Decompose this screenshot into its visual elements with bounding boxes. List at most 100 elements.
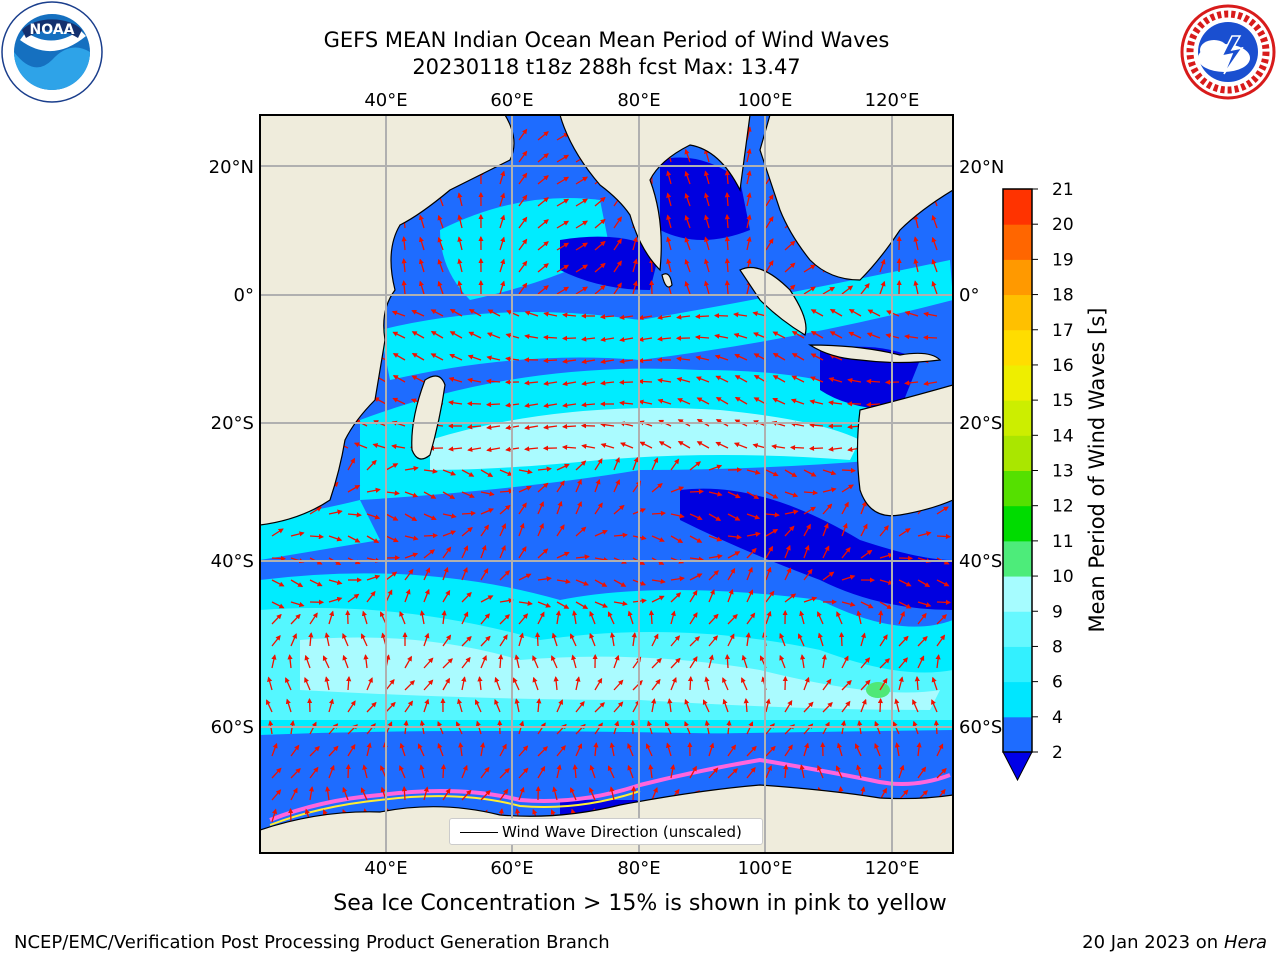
wind-wave-arrow [457,192,463,207]
wind-wave-arrow [619,314,634,320]
wind-wave-arrow [936,634,946,647]
wind-wave-arrow [309,579,323,587]
wind-wave-arrow [537,601,552,608]
wind-wave-arrow [696,441,710,449]
wind-wave-arrow [829,308,843,317]
wind-wave-arrow [360,787,368,801]
wind-wave-arrow [657,378,672,384]
wind-wave-arrow [561,335,577,341]
wind-wave-arrow [271,789,282,801]
wind-wave-arrow [613,479,620,493]
sri-lanka [661,273,673,288]
wind-wave-arrow [594,284,606,295]
wind-wave-arrow [575,176,588,185]
wind-wave-arrow [765,745,776,757]
wind-wave-arrow [799,610,805,625]
wind-wave-arrow [308,632,314,647]
wind-wave-arrow [913,258,919,273]
wind-wave-arrow [931,236,938,251]
wind-wave-arrow [480,613,490,625]
wind-wave-arrow [342,786,349,801]
wind-wave-arrow [542,334,558,341]
wind-wave-arrow [499,258,506,273]
wind-wave-arrow [765,238,774,251]
wind-wave-arrow [461,656,471,669]
wind-wave-arrow [347,457,356,471]
colorbar-segment [1003,540,1032,577]
wind-wave-arrow [657,336,672,342]
colorbar-tick-label: 9 [1052,602,1063,622]
chart-subtitle: 20230118 t18z 288h fcst Max: 13.47 [412,55,801,79]
wind-wave-arrow [366,742,372,757]
wind-wave-arrow [575,700,585,713]
wind-wave-arrow [651,578,666,584]
wind-wave-arrow [271,613,282,625]
wind-wave-arrow [499,523,506,537]
wind-wave-arrow [499,767,510,779]
wind-wave-arrow [556,578,571,584]
wind-wave-arrow [689,513,703,520]
wind-wave-arrow [411,352,425,361]
wind-wave-arrow [860,679,871,691]
wind-wave-arrow [581,336,596,342]
wind-wave-arrow [836,611,843,625]
noaa-logo: NOAA [1,1,103,103]
wind-wave-arrow [543,380,558,386]
wind-wave-arrow [936,614,947,625]
wind-wave-arrow [917,612,927,625]
wind-wave-arrow [575,743,583,757]
wind-wave-arrow [689,765,697,779]
wind-wave-arrow [746,766,756,779]
wind-wave-arrow [803,701,814,713]
wind-wave-arrow [666,170,672,185]
wind-wave-arrow [423,567,431,581]
wind-wave-arrow [575,526,587,537]
wind-wave-arrow [879,258,886,273]
wind-wave-arrow [271,654,277,669]
wind-wave-arrow [904,334,919,340]
wind-wave-arrow [307,697,313,713]
wind-wave-arrow [562,312,577,318]
wind-wave-arrow [468,309,482,317]
wind-wave-arrow [670,657,681,669]
wind-wave-arrow [309,612,318,625]
wind-wave-arrow [765,566,772,581]
wind-wave-arrow [860,549,873,559]
wind-wave-arrow [841,574,856,581]
wind-wave-arrow [822,469,837,476]
wind-wave-arrow [713,313,729,319]
wind-wave-arrow [670,610,676,625]
wind-wave-arrow [499,788,509,801]
wind-wave-arrow [684,148,691,163]
wind-wave-arrow [442,634,452,647]
wind-wave-arrow [684,698,691,713]
wind-wave-arrow [486,332,501,339]
lon-tick-bottom: 120°E [865,858,920,879]
wind-wave-arrow [670,576,685,582]
wind-wave-arrow [499,192,506,207]
wind-wave-arrow [765,723,775,735]
wind-wave-arrow [715,441,729,449]
wind-wave-arrow [328,596,343,603]
wind-wave-arrow [308,786,314,801]
wind-wave-arrow [594,218,606,229]
wind-wave-arrow [724,213,730,229]
wind-wave-arrow [765,545,774,559]
wind-wave-arrow [593,742,599,757]
wind-wave-arrow [401,280,407,295]
wind-wave-arrow [360,633,368,647]
wind-wave-arrow [746,745,757,757]
wind-wave-arrow [835,765,843,779]
wind-wave-arrow [392,375,406,383]
wind-wave-arrow [765,528,779,537]
wind-wave-arrow [480,568,489,581]
wind-wave-arrow [506,310,520,317]
wind-wave-arrow [430,353,444,361]
wind-wave-arrow [555,610,561,625]
wind-wave-arrow [771,444,786,450]
colorbar-tick-label: 15 [1052,391,1074,411]
wind-wave-arrow [892,721,900,735]
wind-wave-arrow [581,402,596,408]
wind-wave-arrow [822,701,833,713]
wind-wave-arrow [600,358,615,365]
